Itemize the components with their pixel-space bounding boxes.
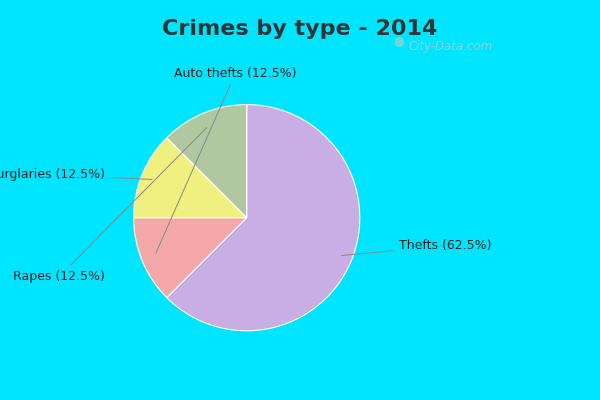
Text: Burglaries (12.5%): Burglaries (12.5%) — [0, 168, 152, 181]
Text: Crimes by type - 2014: Crimes by type - 2014 — [163, 18, 437, 39]
Text: Auto thefts (12.5%): Auto thefts (12.5%) — [156, 67, 296, 253]
Wedge shape — [167, 104, 360, 331]
Text: City-Data.com: City-Data.com — [408, 40, 492, 53]
Wedge shape — [134, 218, 247, 298]
Text: ●: ● — [393, 34, 404, 47]
Wedge shape — [167, 104, 247, 218]
Text: Thefts (62.5%): Thefts (62.5%) — [341, 240, 492, 256]
Wedge shape — [134, 138, 247, 218]
Text: Rapes (12.5%): Rapes (12.5%) — [13, 128, 206, 283]
